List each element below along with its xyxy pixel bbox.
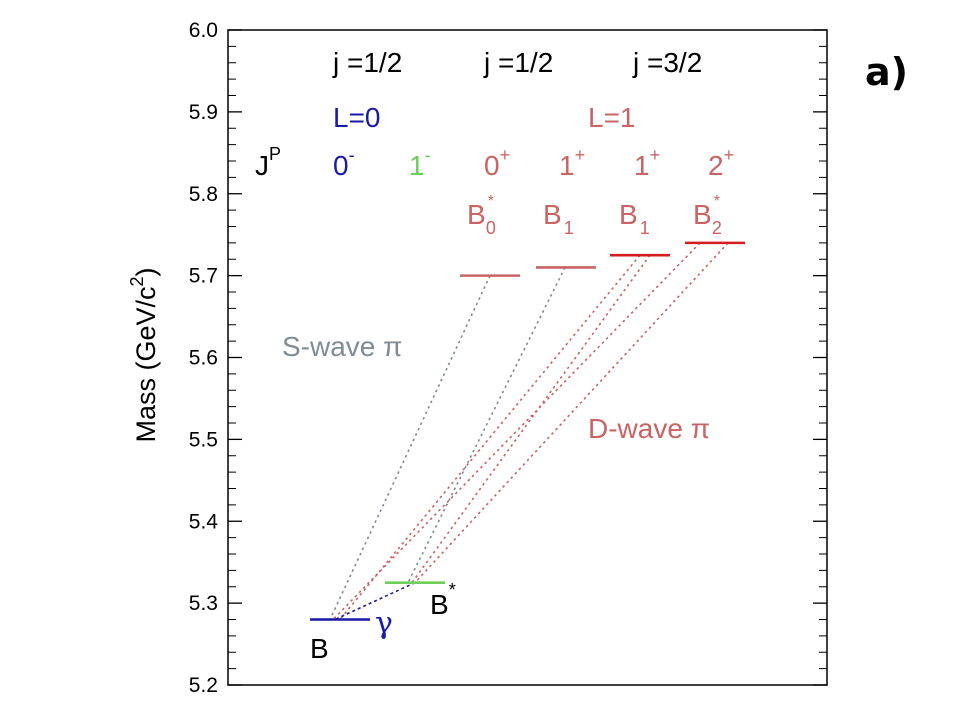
j-header-3: j =3/2: [632, 47, 702, 78]
jp-label-sup: P: [269, 144, 281, 164]
jp-value-2-sup: -: [425, 145, 431, 165]
jp-value-3: 0+: [484, 145, 510, 181]
y-axis-title-main: Mass (GeV/c: [131, 286, 161, 442]
jp-value-5-sup: +: [650, 145, 661, 165]
transition-B1-to-B*: [407, 267, 566, 584]
transition-lines: [329, 242, 729, 621]
jp-value-1-main: 0: [333, 150, 349, 181]
jp-value-2: 1-: [409, 145, 431, 181]
jp-value-5-main: 1: [634, 150, 650, 181]
state-label-B: B: [310, 633, 329, 664]
state-label-Bstar-sup: *: [449, 580, 456, 600]
y-tick-label: 5.5: [189, 428, 218, 451]
energy-levels: [310, 241, 745, 621]
jp-value-1: 0-: [333, 145, 355, 181]
jp-value-5: 1+: [634, 145, 660, 181]
jp-value-3-main: 0: [484, 150, 500, 181]
state-label-B2star-sup: *: [714, 193, 720, 210]
y-tick-label: 6.0: [189, 19, 218, 42]
jp-value-6-sup: +: [724, 145, 735, 165]
jp-value-6: 2+: [708, 145, 734, 181]
y-tick-label: 5.7: [189, 265, 218, 288]
jp-value-4: 1+: [559, 145, 585, 181]
L-label-1: L=1: [588, 102, 636, 133]
jp-value-3-sup: +: [500, 145, 511, 165]
transition-B1-to-B: [339, 254, 641, 621]
y-axis-title-sup: 2: [127, 276, 147, 286]
y-tick-label: 5.8: [189, 183, 218, 206]
y-tick-label: 5.4: [189, 510, 219, 533]
y-tick-label: 5.6: [189, 347, 218, 370]
s-wave-annotation: S-wave π: [282, 331, 402, 362]
state-label-B1-b-sub: 1: [640, 218, 650, 238]
jp-value-6-main: 2: [708, 150, 724, 181]
jp-label: JP: [255, 144, 281, 181]
y-axis-title-close: ): [131, 267, 161, 276]
state-label-Bstar: B*: [430, 580, 456, 620]
state-label-B1-a-main: B: [543, 199, 562, 230]
y-axis-ticks: 5.2 5.3 5.4 5.5 5.6 5.7 5.8 5.9 6.0: [189, 19, 827, 697]
state-label-B0star-main: B: [467, 199, 486, 230]
panel-label: a): [865, 50, 908, 94]
state-label-B2star: B * 2: [693, 193, 722, 238]
transition-gamma-Bstar-to-B: [334, 581, 416, 621]
state-label-B1-a-sub: 1: [564, 218, 574, 238]
y-tick-label: 5.9: [189, 101, 218, 124]
gamma-label: γ: [375, 606, 393, 641]
d-wave-annotation: D-wave π: [588, 413, 710, 444]
state-label-B0star-sub: 0: [486, 218, 496, 238]
transition-B2*-to-B*: [414, 242, 729, 584]
L-label-0: L=0: [333, 102, 381, 133]
j-header-1: j =1/2: [332, 47, 402, 78]
jp-value-1-sup: -: [349, 145, 355, 165]
y-tick-label: 5.2: [189, 674, 218, 697]
jp-label-main: J: [255, 150, 269, 181]
state-label-Bstar-main: B: [430, 589, 449, 620]
transition-B0*-to-B: [329, 275, 491, 620]
y-axis-title: Mass (GeV/c2): [127, 267, 161, 442]
state-label-B2star-main: B: [693, 199, 712, 230]
j-header-2: j =1/2: [483, 47, 553, 78]
y-tick-label: 5.3: [189, 592, 218, 615]
transition-B1-to-B*: [411, 254, 651, 584]
jp-value-4-sup: +: [575, 145, 586, 165]
state-label-B0star: B * 0: [467, 193, 496, 238]
state-label-B2star-sub: 2: [712, 218, 722, 238]
jp-value-2-main: 1: [409, 150, 425, 181]
transition-B2*-to-B: [332, 242, 701, 621]
state-label-B0star-sup: *: [488, 193, 494, 210]
state-label-B1-b-main: B: [619, 199, 638, 230]
jp-value-4-main: 1: [559, 150, 575, 181]
